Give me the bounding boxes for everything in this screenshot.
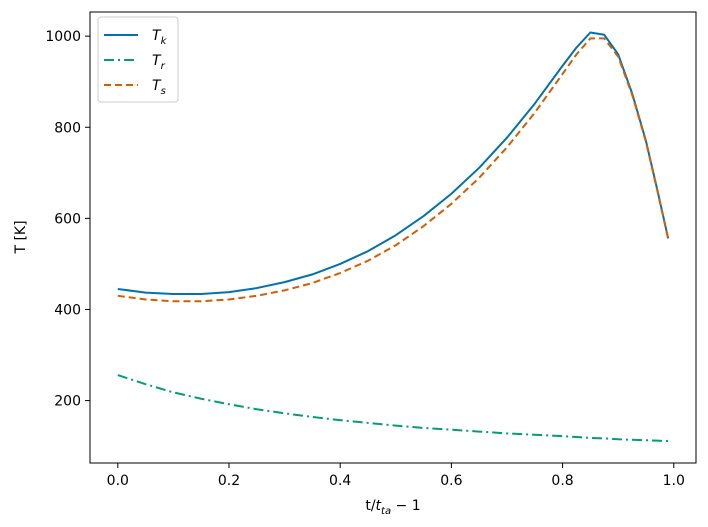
y-tick-label: 400 — [54, 302, 81, 318]
legend-label-T-r: Tr — [152, 53, 166, 72]
series-line-T-k — [117, 31, 670, 295]
x-tick-label: 0.2 — [218, 473, 240, 489]
series-line-T-r — [117, 374, 669, 443]
x-axis-ticks: 0.0 0.2 0.4 0.6 0.8 1.0 — [107, 463, 685, 489]
legend: Tk Tr Ts — [97, 16, 179, 103]
x-tick-label: 1.0 — [663, 473, 685, 489]
y-tick-label: 800 — [54, 120, 81, 136]
y-tick-label: 600 — [54, 211, 81, 227]
series-layer — [117, 31, 670, 443]
y-tick-label: 200 — [54, 394, 81, 410]
x-tick-label: 0.0 — [107, 473, 129, 489]
legend-label-T-s: Ts — [152, 78, 166, 97]
x-tick-label: 0.6 — [440, 473, 462, 489]
legend-items: Tk Tr Ts — [104, 28, 168, 97]
legend-box — [97, 16, 179, 103]
x-tick-label: 0.4 — [329, 473, 351, 489]
y-tick-label: 1000 — [45, 29, 81, 45]
plot-frame — [89, 11, 697, 464]
x-tick-label: 0.8 — [551, 473, 573, 489]
y-axis-label: T [K] — [13, 220, 29, 254]
x-axis-label: t/tta − 1 — [365, 498, 420, 517]
series-line-T-s — [117, 37, 670, 303]
y-axis-ticks: 200 400 600 800 1000 — [45, 29, 90, 410]
legend-label-T-k: Tk — [152, 28, 168, 47]
